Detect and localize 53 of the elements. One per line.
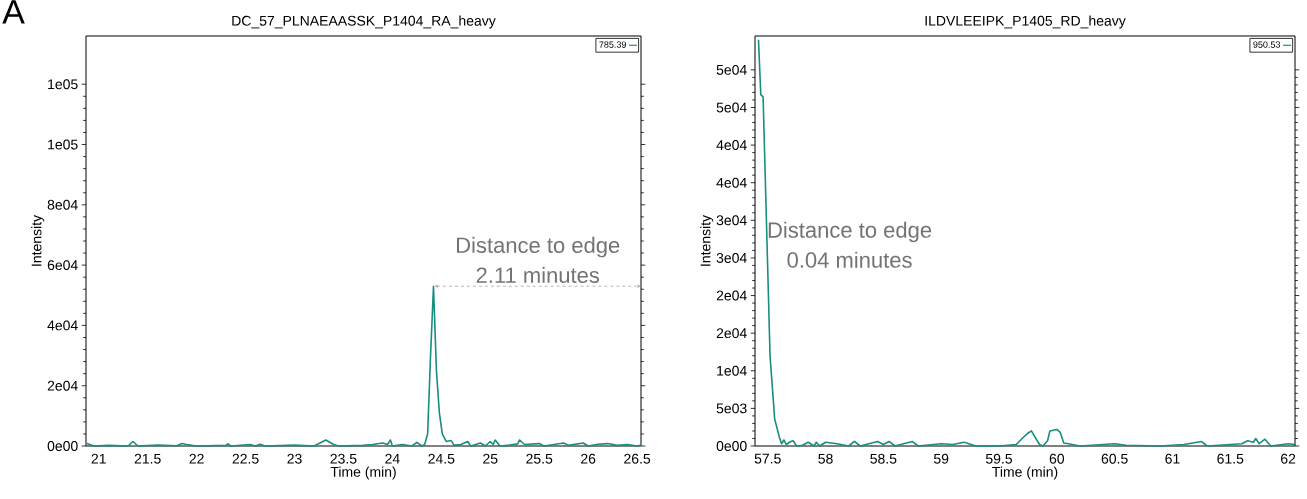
annotation: Distance to edge	[768, 221, 932, 243]
y-tick-label: 1e04	[717, 365, 747, 376]
x-tick-label: 60	[1049, 453, 1065, 464]
y-tick-label: 5e03	[716, 403, 747, 414]
x-tick-label: 23	[287, 453, 302, 464]
text: A	[2, 0, 25, 24]
y-tick-label: 6e04	[47, 260, 78, 271]
y-tick-label: 4e04	[47, 320, 78, 331]
y-tick-label: 4e04	[716, 140, 747, 151]
x-tick-label: 25.5	[526, 453, 553, 464]
x-tick-label: 24	[385, 453, 400, 464]
y-tick-label: 0e00	[47, 441, 78, 451]
legend-label: 785.39	[599, 41, 626, 48]
x-tick-label: 62	[1281, 453, 1296, 464]
y-tick-label: 5e04	[716, 64, 747, 75]
x-tick-label: 21	[91, 453, 106, 464]
y-tick-label: 2e04	[716, 290, 747, 301]
x-tick-label: 23.5	[330, 453, 357, 464]
legend-label: 950.53	[1253, 41, 1281, 48]
y-tick-label: 2e04	[716, 328, 747, 339]
x-tick-label: 24.5	[428, 453, 455, 464]
chart-title: DC_57_PLNAEAASSK_P1404_RA_heavy	[232, 15, 496, 29]
x-tick-label: 22	[189, 453, 204, 464]
x-tick-label: 61.5	[1217, 453, 1244, 464]
y-tick-label: 1e05	[48, 139, 78, 150]
x-tick-label: 26.5	[624, 453, 651, 464]
y-tick-label: 2e04	[47, 380, 78, 391]
x-tick-label: 59.5	[985, 453, 1013, 464]
x-tick-label: 59	[933, 453, 949, 464]
annotation: 2.11 minutes	[476, 266, 600, 284]
y-tick-label: 3e04	[716, 215, 747, 226]
x-tick-label: 26	[581, 453, 596, 464]
y-tick-label: 5e04	[716, 102, 747, 113]
x-tick-label: 21.5	[134, 453, 161, 464]
y-tick-label: 8e04	[47, 199, 78, 210]
x-tick-label: 57.5	[754, 453, 781, 464]
y-axis-title: Intensity	[31, 214, 45, 266]
x-axis-title: Time (min)	[992, 466, 1058, 480]
y-axis-title: Intensity	[700, 214, 714, 266]
x-tick-label: 61	[1165, 453, 1180, 464]
y-tick-label: 3e04	[716, 252, 747, 263]
annotation: 0.04 minutes	[787, 251, 912, 268]
x-tick-label: 60.5	[1101, 453, 1128, 464]
x-tick-label: 58	[818, 453, 833, 464]
x-tick-label: 25	[483, 453, 498, 464]
x-axis-title: Time (min)	[330, 466, 396, 480]
y-tick-label: 1e05	[48, 79, 78, 90]
chart-title: ILDVLEEIPK_P1405_RD_heavy	[925, 15, 1126, 29]
y-tick-label: 0e00	[716, 441, 747, 451]
annotation: Distance to edge	[456, 236, 620, 258]
x-tick-label: 58.5	[870, 453, 897, 464]
y-tick-label: 4e04	[716, 177, 747, 188]
x-tick-label: 22.5	[232, 453, 259, 464]
